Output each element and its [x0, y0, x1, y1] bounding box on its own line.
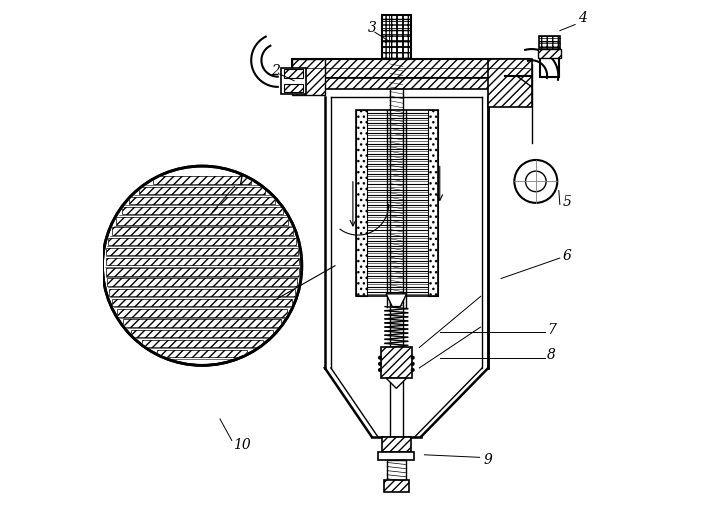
Circle shape	[378, 368, 382, 372]
Bar	[322, 78, 498, 89]
Bar	[284, 84, 303, 92]
Text: 7: 7	[547, 322, 556, 337]
Bar	[284, 69, 303, 78]
Bar	[122, 207, 283, 215]
Polygon shape	[386, 378, 407, 388]
Bar	[131, 330, 274, 337]
Circle shape	[514, 160, 557, 203]
Bar	[123, 319, 281, 327]
Bar	[488, 59, 532, 107]
Bar	[112, 227, 293, 235]
Bar	[139, 187, 265, 194]
Bar	[112, 299, 292, 306]
Bar	[291, 59, 529, 78]
Text: 3: 3	[368, 21, 377, 35]
Bar	[142, 340, 263, 347]
Polygon shape	[386, 294, 407, 307]
Text: 9: 9	[483, 453, 492, 467]
Bar	[107, 278, 297, 286]
Text: 1: 1	[236, 174, 246, 189]
Bar	[357, 110, 367, 296]
Bar	[379, 452, 415, 460]
Bar	[105, 258, 299, 266]
Bar	[153, 176, 251, 184]
Bar	[117, 309, 287, 316]
Text: 6: 6	[562, 248, 571, 263]
Bar	[538, 49, 561, 58]
Circle shape	[411, 368, 415, 372]
Bar	[109, 289, 295, 296]
Bar	[539, 36, 560, 50]
Bar	[108, 238, 296, 245]
Text: 5: 5	[562, 195, 571, 209]
Text: 4: 4	[578, 11, 586, 25]
Circle shape	[378, 362, 382, 366]
Bar	[390, 59, 403, 447]
Bar	[107, 248, 298, 256]
Bar	[129, 197, 275, 204]
Bar	[384, 480, 409, 492]
Bar	[281, 68, 306, 94]
Bar	[291, 59, 325, 95]
Circle shape	[102, 166, 301, 365]
Circle shape	[411, 362, 415, 366]
Circle shape	[378, 356, 382, 360]
Bar	[387, 460, 405, 480]
Text: 8: 8	[547, 348, 556, 362]
Bar	[157, 350, 248, 358]
Bar	[541, 49, 558, 77]
Bar	[382, 15, 411, 59]
Bar	[382, 437, 411, 452]
Text: 2: 2	[271, 63, 280, 78]
Bar	[357, 110, 438, 296]
Bar	[381, 347, 412, 378]
Bar	[106, 268, 299, 276]
Circle shape	[411, 356, 415, 360]
Bar	[116, 217, 289, 225]
Bar	[428, 110, 438, 296]
Text: 10: 10	[233, 437, 251, 452]
